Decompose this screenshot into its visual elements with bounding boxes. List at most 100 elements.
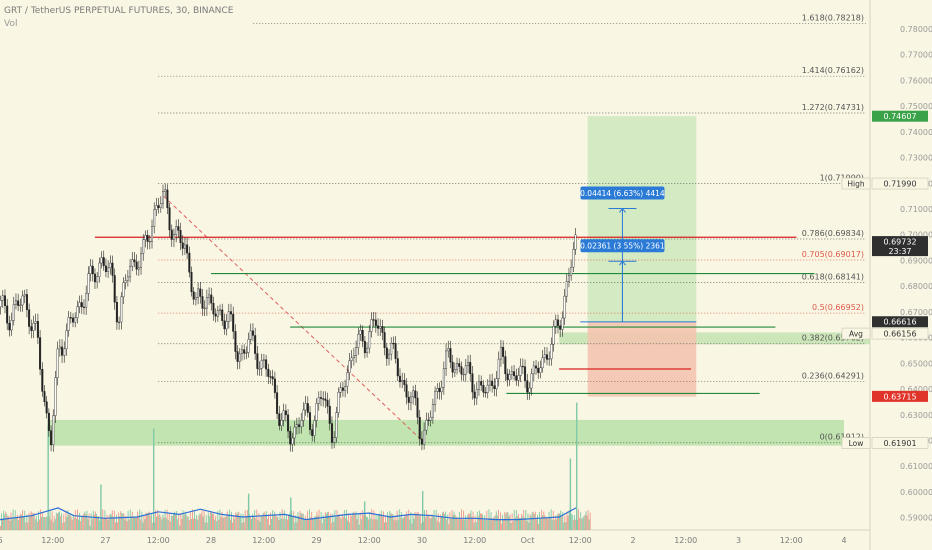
candle-body xyxy=(265,359,268,370)
volume-bar xyxy=(24,510,26,530)
volume-bar xyxy=(142,522,144,530)
candle-body xyxy=(548,358,551,360)
volume-bar xyxy=(512,521,514,530)
volume-bar xyxy=(542,515,544,530)
volume-bar xyxy=(559,513,561,530)
y-tick-label: 0.67000 xyxy=(900,308,932,317)
volume-bar xyxy=(548,511,550,530)
volume-bar xyxy=(414,511,416,530)
volume-bar xyxy=(458,511,460,530)
candle-body xyxy=(559,325,562,330)
candle-body xyxy=(328,405,331,424)
candle-body xyxy=(412,390,415,398)
x-tick-label: 12:00 xyxy=(252,536,275,545)
volume-bar xyxy=(144,519,146,530)
volume-bar xyxy=(200,514,202,530)
candle-body xyxy=(519,365,522,376)
candle-body xyxy=(359,330,362,335)
volume-bar xyxy=(245,517,247,530)
volume-bar xyxy=(432,516,434,530)
volume-bar xyxy=(122,513,124,530)
candle-body xyxy=(249,330,252,340)
candle-body xyxy=(535,365,538,369)
volume-bar xyxy=(329,516,331,530)
volume-bar xyxy=(336,510,338,530)
volume-bar xyxy=(333,521,335,530)
volume-bar xyxy=(168,512,170,530)
candle-body xyxy=(8,322,11,331)
volume-bar xyxy=(150,513,152,530)
volume-bar xyxy=(22,510,24,530)
volume-bar xyxy=(131,511,133,530)
volume-bar xyxy=(486,510,488,530)
candle-body xyxy=(385,347,388,359)
volume-bar xyxy=(36,521,38,530)
volume-bar xyxy=(179,525,181,530)
price-axis-label-box xyxy=(871,177,929,190)
candle-body xyxy=(464,365,467,375)
volume-bar xyxy=(340,518,342,530)
candle-body xyxy=(453,369,456,373)
candle-body xyxy=(6,305,9,324)
candle-body xyxy=(488,380,491,386)
volume-bar xyxy=(55,512,57,530)
candle-body xyxy=(32,323,35,331)
fib-level-label: 0.5(0.66952) xyxy=(812,303,864,312)
volume-bar xyxy=(387,511,389,530)
candle-body xyxy=(69,317,72,319)
volume-bar xyxy=(360,518,362,530)
volume-bar xyxy=(352,512,354,530)
candle-body xyxy=(52,415,55,445)
candle-body xyxy=(3,295,6,307)
volume-bar xyxy=(198,515,200,530)
candle-body xyxy=(54,377,57,416)
candle-body xyxy=(72,317,75,323)
volume-bar xyxy=(161,519,163,530)
volume-bar xyxy=(118,512,120,530)
volume-bar xyxy=(254,510,256,530)
volume-bar xyxy=(543,511,545,530)
candle-body xyxy=(460,366,463,375)
price-axis-label-box xyxy=(872,390,928,402)
volume-bar xyxy=(160,516,162,530)
volume-bar xyxy=(371,509,373,530)
candle-body xyxy=(543,354,546,358)
candle-body xyxy=(504,356,507,375)
volume-bar xyxy=(280,518,282,530)
volume-bar xyxy=(378,513,380,530)
candle-body xyxy=(280,420,283,426)
candle-body xyxy=(85,293,88,308)
support-zone xyxy=(47,419,845,446)
volume-bar xyxy=(403,517,404,530)
candle-body xyxy=(212,303,215,315)
volume-bar xyxy=(304,515,306,530)
candle-body xyxy=(205,297,208,309)
y-tick-label: 0.68000 xyxy=(900,282,932,291)
volume-bar xyxy=(10,512,12,530)
volume-bar xyxy=(325,513,327,530)
volume-bar xyxy=(234,519,236,530)
volume-bar xyxy=(485,520,487,530)
volume-bar xyxy=(487,519,489,530)
volume-bar xyxy=(51,511,53,530)
volume-bar xyxy=(508,516,510,530)
candle-body xyxy=(524,366,527,381)
fib-level-label: 0.786(0.69834) xyxy=(802,229,864,238)
volume-bar xyxy=(139,509,141,530)
candle-body xyxy=(146,235,149,242)
price-axis-label: 0.66156 xyxy=(883,330,916,339)
candle-body xyxy=(168,207,171,231)
volume-bar xyxy=(165,518,167,530)
candle-body xyxy=(363,341,366,354)
candle-body xyxy=(357,333,360,348)
volume-bar xyxy=(407,515,409,530)
volume-bar xyxy=(246,510,248,530)
candle-body xyxy=(396,358,399,377)
candle-body xyxy=(34,321,37,324)
volume-bar xyxy=(355,511,357,530)
volume-bar xyxy=(514,517,516,530)
volume-bar xyxy=(270,512,271,530)
volume-bar xyxy=(390,513,392,530)
volume-bar xyxy=(431,513,433,530)
